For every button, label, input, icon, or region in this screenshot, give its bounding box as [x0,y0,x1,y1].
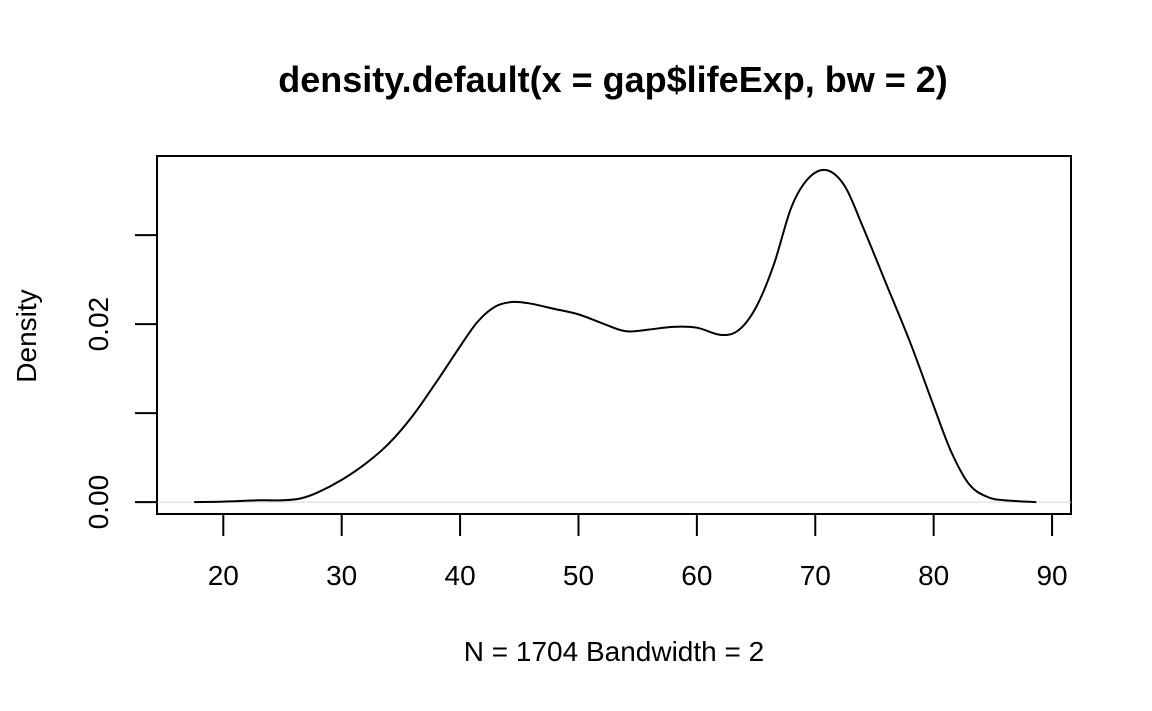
x-tick-label: 30 [326,560,357,591]
x-axis-label: N = 1704 Bandwidth = 2 [464,636,764,667]
x-tick-label: 20 [208,560,239,591]
y-axis-label: Density [11,289,42,382]
x-tick-label: 70 [800,560,831,591]
density-curve [193,168,1037,504]
chart-title: density.default(x = gap$lifeExp, bw = 2) [278,59,948,100]
y-axis: 0.00 0.02 [83,234,158,529]
x-tick-label: 40 [445,560,476,591]
x-tick-label: 60 [681,560,712,591]
x-tick-label: 90 [1036,560,1067,591]
x-tick-label: 50 [563,560,594,591]
y-tick-label: 0.02 [83,297,114,352]
y-tick-label: 0.00 [83,475,114,529]
plot-frame [156,155,1072,515]
x-tick-label: 80 [918,560,949,591]
x-axis: 20 30 40 50 60 70 80 90 [208,513,1068,591]
